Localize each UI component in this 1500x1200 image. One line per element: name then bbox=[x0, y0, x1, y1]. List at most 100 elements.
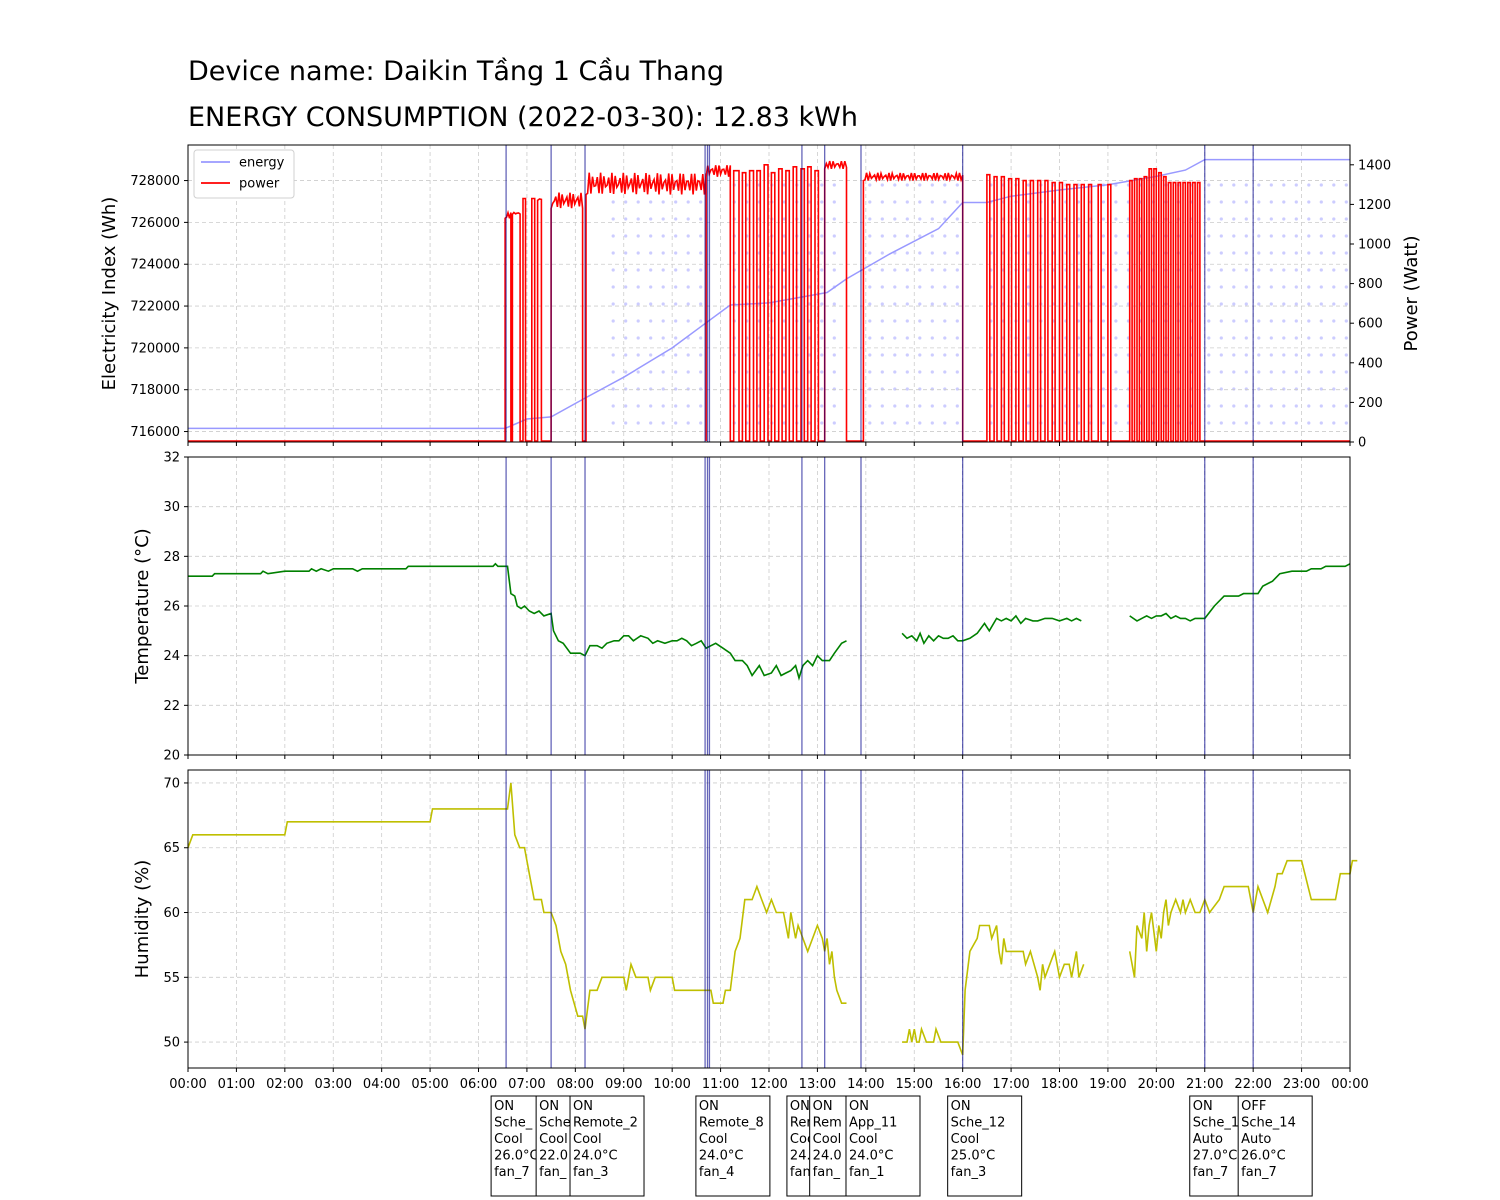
schedule-dot bbox=[1101, 387, 1105, 391]
event-box bbox=[695, 1095, 771, 1197]
schedule-dot bbox=[868, 183, 872, 187]
schedule-dot bbox=[893, 421, 897, 425]
schedule-dot bbox=[1307, 336, 1311, 340]
y-tick-label: 24 bbox=[163, 649, 180, 664]
schedule-dot bbox=[1219, 353, 1223, 357]
schedule-dot bbox=[1244, 370, 1248, 374]
schedule-dot bbox=[1344, 404, 1348, 408]
schedule-dot bbox=[1282, 387, 1286, 391]
schedule-dot bbox=[955, 200, 959, 204]
schedule-dot bbox=[1114, 421, 1118, 425]
y-tick-label: 32 bbox=[163, 451, 180, 466]
schedule-dot bbox=[1026, 353, 1030, 357]
schedule-dot bbox=[1307, 387, 1311, 391]
x-tick-label: 22:00 bbox=[1234, 1077, 1271, 1092]
event-text: ON bbox=[699, 1099, 719, 1114]
schedule-dot bbox=[1114, 251, 1118, 255]
schedule-dot bbox=[1282, 370, 1286, 374]
schedule-dot bbox=[699, 217, 703, 221]
schedule-dot bbox=[1219, 404, 1223, 408]
schedule-dot bbox=[661, 217, 665, 221]
schedule-dot bbox=[880, 370, 884, 374]
schedule-dot bbox=[1307, 404, 1311, 408]
schedule-dot bbox=[943, 251, 947, 255]
schedule-dot bbox=[918, 217, 922, 221]
event-text: fan bbox=[790, 1165, 811, 1180]
schedule-dot bbox=[943, 353, 947, 357]
schedule-dot bbox=[1244, 302, 1248, 306]
y-axis-label: Humidity (%) bbox=[132, 860, 153, 979]
schedule-dot bbox=[1319, 370, 1323, 374]
schedule-dot bbox=[1114, 404, 1118, 408]
schedule-dot bbox=[1232, 183, 1236, 187]
schedule-dot bbox=[893, 336, 897, 340]
schedule-dot bbox=[1257, 234, 1261, 238]
schedule-dot bbox=[905, 302, 909, 306]
schedule-dot bbox=[611, 336, 615, 340]
schedule-dot bbox=[649, 302, 653, 306]
schedule-dot bbox=[820, 234, 824, 238]
y-axis-label: Temperature (°C) bbox=[132, 528, 153, 684]
schedule-dot bbox=[624, 370, 628, 374]
schedule-dot bbox=[955, 370, 959, 374]
schedule-dot bbox=[1207, 268, 1211, 272]
schedule-dot bbox=[905, 404, 909, 408]
y-tick-label: 718000 bbox=[130, 383, 180, 398]
schedule-dot bbox=[1101, 319, 1105, 323]
schedule-dot bbox=[1307, 217, 1311, 221]
schedule-dot bbox=[686, 285, 690, 289]
event-text: ON bbox=[849, 1099, 869, 1114]
schedule-dot bbox=[1207, 234, 1211, 238]
schedule-dot bbox=[624, 319, 628, 323]
schedule-dot bbox=[1319, 336, 1323, 340]
schedule-dot bbox=[611, 251, 615, 255]
schedule-dot bbox=[905, 234, 909, 238]
schedule-dot bbox=[624, 234, 628, 238]
temperature-series-line bbox=[1129, 563, 1351, 622]
schedule-dot bbox=[1257, 183, 1261, 187]
schedule-dot bbox=[1294, 421, 1298, 425]
schedule-dot bbox=[880, 387, 884, 391]
schedule-dot bbox=[611, 268, 615, 272]
schedule-dot bbox=[636, 268, 640, 272]
schedule-dot bbox=[1232, 421, 1236, 425]
event-text: 27.0°C bbox=[1193, 1149, 1238, 1164]
schedule-dot bbox=[943, 268, 947, 272]
y-tick-label: 722000 bbox=[130, 300, 180, 315]
schedule-dot bbox=[930, 217, 934, 221]
schedule-dot bbox=[880, 421, 884, 425]
schedule-dot bbox=[1307, 353, 1311, 357]
schedule-dot bbox=[1294, 217, 1298, 221]
schedule-dot bbox=[880, 217, 884, 221]
event-text: ON bbox=[494, 1099, 514, 1114]
x-tick-label: 04:00 bbox=[363, 1077, 400, 1092]
schedule-dot bbox=[820, 336, 824, 340]
event-text: Sche_1 bbox=[1193, 1116, 1239, 1131]
schedule-dot bbox=[1294, 200, 1298, 204]
schedule-dot bbox=[1232, 200, 1236, 204]
event-text: Cool bbox=[951, 1132, 980, 1147]
schedule-dot bbox=[893, 302, 897, 306]
schedule-dot bbox=[636, 387, 640, 391]
schedule-dot bbox=[1307, 234, 1311, 238]
schedule-dot bbox=[1344, 251, 1348, 255]
schedule-dot bbox=[686, 353, 690, 357]
schedule-dot bbox=[893, 234, 897, 238]
schedule-dot bbox=[636, 353, 640, 357]
schedule-dot bbox=[943, 319, 947, 323]
schedule-dot bbox=[1101, 217, 1105, 221]
schedule-dot bbox=[1307, 268, 1311, 272]
schedule-dot bbox=[832, 370, 836, 374]
schedule-dot bbox=[955, 251, 959, 255]
event-text: Sche_ bbox=[494, 1116, 533, 1131]
schedule-dot bbox=[1344, 285, 1348, 289]
schedule-dot bbox=[880, 302, 884, 306]
schedule-dot bbox=[1114, 353, 1118, 357]
schedule-dot bbox=[820, 404, 824, 408]
schedule-dot bbox=[1269, 353, 1273, 357]
schedule-dot bbox=[930, 404, 934, 408]
x-tick-label: 07:00 bbox=[508, 1077, 545, 1092]
schedule-dot bbox=[1307, 200, 1311, 204]
schedule-dot bbox=[1282, 217, 1286, 221]
schedule-dot bbox=[1244, 319, 1248, 323]
